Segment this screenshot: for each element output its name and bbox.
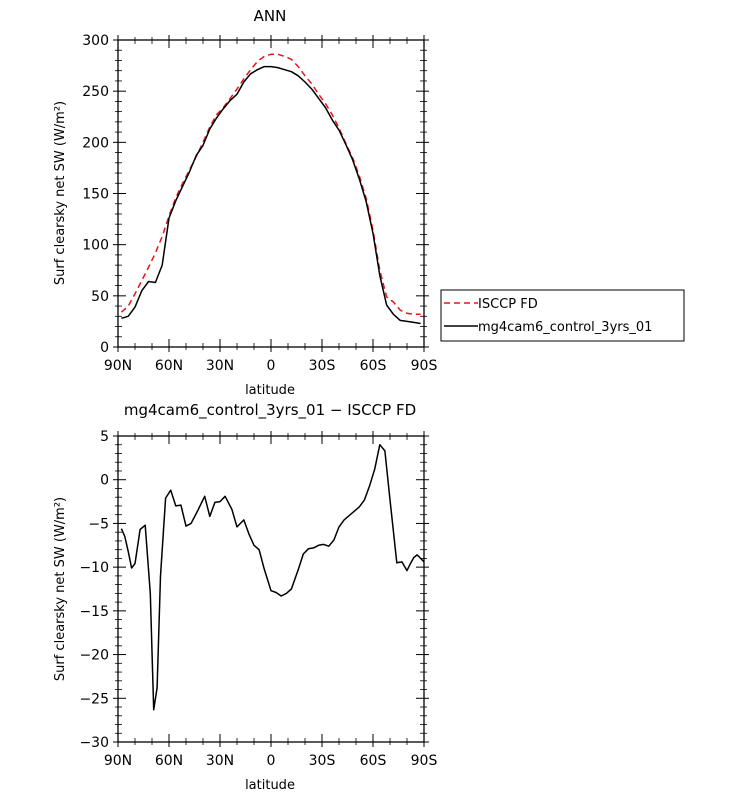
bottom-x-tick-label: 60S bbox=[360, 753, 387, 769]
top-x-axis-label: latitude bbox=[245, 383, 295, 398]
bottom-plot-frame bbox=[117, 435, 425, 743]
bottom-x-tick-label: 90N bbox=[104, 753, 132, 769]
bottom-x-tick-label: 30N bbox=[206, 753, 234, 769]
bottom-series-group bbox=[120, 443, 425, 711]
bottom-y-tick-label: 0 bbox=[100, 473, 109, 489]
top-x-tick-label: 0 bbox=[267, 358, 276, 374]
bottom-y-tick-label: −25 bbox=[79, 691, 109, 707]
top-y-tick-label: 200 bbox=[82, 135, 109, 151]
top-y-tick-label: 100 bbox=[82, 238, 109, 254]
top-y-tick-label: 50 bbox=[91, 289, 109, 305]
bottom-x-tick-labels: 90N 60N 30N 0 30S 60S 90S bbox=[104, 753, 438, 769]
bottom-y-tick-label: −30 bbox=[79, 735, 109, 751]
bottom-y-tick-label: 5 bbox=[100, 429, 109, 445]
top-y-ticks bbox=[113, 39, 429, 348]
top-x-tick-label: 30N bbox=[206, 358, 234, 374]
top-plot-frame bbox=[117, 39, 425, 348]
top-y-tick-label: 300 bbox=[82, 33, 109, 49]
bottom-y-axis-label: Surf clearsky net SW (W/m²) bbox=[53, 497, 68, 681]
legend-label-model: mg4cam6_control_3yrs_01 bbox=[478, 320, 652, 335]
bottom-y-tick-labels: −30 −25 −20 −15 −10 −5 0 5 bbox=[79, 429, 109, 751]
bottom-x-tick-label: 90S bbox=[411, 753, 438, 769]
top-series-line-mg4cam6-control-3yrs-01 bbox=[121, 65, 421, 325]
top-series-group bbox=[120, 53, 421, 325]
top-y-axis-label: Surf clearsky net SW (W/m²) bbox=[53, 101, 68, 285]
bottom-series-line-difference bbox=[120, 443, 425, 711]
bottom-y-tick-label: −15 bbox=[79, 604, 109, 620]
bottom-panel: mg4cam6_control_3yrs_01 − ISCCP FD −30 −2… bbox=[53, 401, 437, 793]
top-y-tick-labels: 0 50 100 150 200 250 300 bbox=[82, 33, 109, 356]
bottom-y-tick-label: −5 bbox=[88, 516, 109, 532]
top-x-ticks bbox=[117, 35, 425, 352]
bottom-y-tick-label: −20 bbox=[79, 648, 109, 664]
top-chart-title: ANN bbox=[254, 7, 287, 25]
top-x-tick-label: 60N bbox=[155, 358, 183, 374]
top-series-line-isccp-fd bbox=[120, 53, 421, 316]
bottom-chart-title: mg4cam6_control_3yrs_01 − ISCCP FD bbox=[124, 401, 416, 420]
bottom-x-tick-label: 0 bbox=[267, 753, 276, 769]
legend: ISCCP FD mg4cam6_control_3yrs_01 bbox=[440, 289, 685, 342]
top-y-tick-label: 0 bbox=[100, 340, 109, 356]
bottom-x-axis-label: latitude bbox=[245, 778, 295, 793]
top-y-tick-label: 150 bbox=[82, 187, 109, 203]
top-x-tick-label: 90N bbox=[104, 358, 132, 374]
top-x-tick-label: 60S bbox=[360, 358, 387, 374]
top-x-tick-label: 30S bbox=[309, 358, 336, 374]
bottom-y-tick-label: −10 bbox=[79, 560, 109, 576]
legend-label-isccp: ISCCP FD bbox=[478, 297, 538, 312]
bottom-x-tick-label: 60N bbox=[155, 753, 183, 769]
top-x-tick-label: 90S bbox=[411, 358, 438, 374]
bottom-x-tick-label: 30S bbox=[309, 753, 336, 769]
top-y-tick-label: 250 bbox=[82, 84, 109, 100]
top-x-tick-labels: 90N 60N 30N 0 30S 60S 90S bbox=[104, 358, 438, 374]
legend-box bbox=[440, 289, 685, 342]
